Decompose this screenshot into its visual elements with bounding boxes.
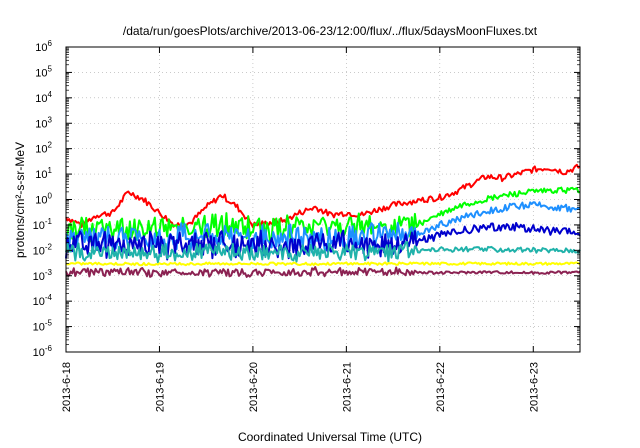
- series-line: [65, 186, 580, 243]
- x-axis-label: Coordinated Universal Time (UTC): [238, 430, 422, 444]
- series-line: [65, 266, 581, 278]
- y-tick-label: 10-4: [33, 293, 53, 308]
- y-ticks: 10-6 10-5 10-4 10-3 10-2 10-1 100 101 102 103 104 1…: [33, 39, 580, 359]
- series-line: [65, 222, 581, 261]
- y-tick-label: 106: [35, 39, 52, 54]
- y-tick-label: 105: [35, 64, 52, 79]
- y-axis-label: protons/cm²-s-sr-MeV: [13, 142, 27, 258]
- grid-layer: [66, 47, 580, 352]
- series-line: [65, 261, 581, 267]
- x-tick-label: 2013-6-21: [341, 362, 353, 412]
- series-layer: [65, 163, 581, 278]
- y-tick-label: 103: [35, 115, 52, 130]
- x-tick-label: 2013-6-20: [248, 362, 260, 412]
- y-tick-label: 100: [35, 192, 52, 207]
- x-tick-label: 2013-6-23: [528, 362, 540, 412]
- series-line: [65, 163, 581, 229]
- y-tick-label: 104: [35, 90, 52, 105]
- y-tick-label: 101: [35, 166, 52, 181]
- y-tick-label: 10-5: [33, 319, 53, 334]
- y-tick-label: 10-3: [33, 268, 53, 283]
- series-line: [65, 241, 581, 264]
- x-tick-label: 2013-6-19: [154, 362, 166, 412]
- chart-title: /data/run/goesPlots/archive/2013-06-23/1…: [123, 24, 538, 38]
- y-tick-label: 102: [35, 141, 52, 156]
- y-tick-label: 10-2: [33, 242, 53, 257]
- x-tick-label: 2013-6-22: [435, 362, 447, 412]
- x-tick-label: 2013-6-18: [61, 362, 73, 412]
- x-ticks: 2013-6-18 2013-6-19 2013-6-20 2013-6-21 2013…: [61, 47, 540, 412]
- y-tick-label: 10-6: [33, 344, 53, 359]
- y-tick-label: 10-1: [33, 217, 53, 232]
